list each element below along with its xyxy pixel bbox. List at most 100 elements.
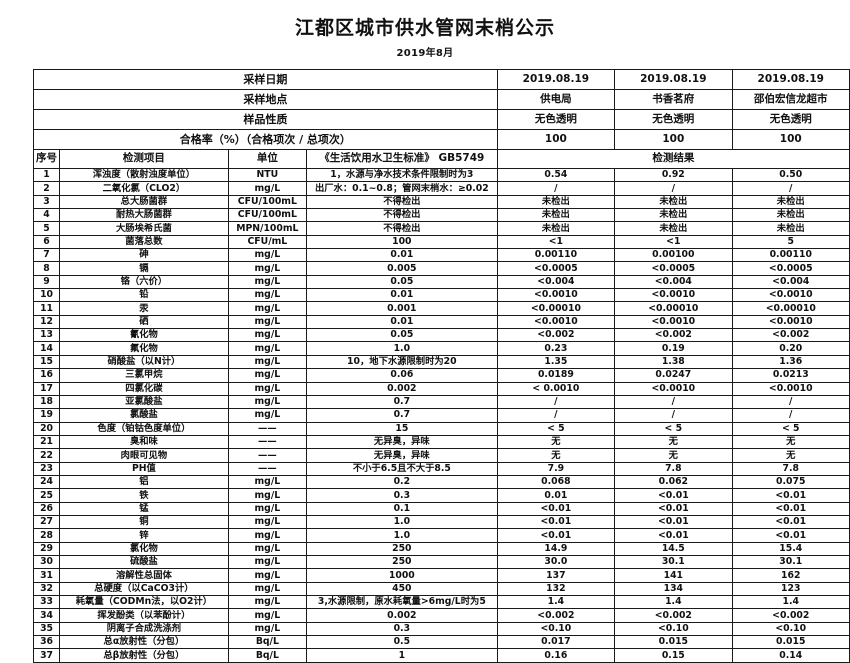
cell-result-3: <0.004 bbox=[731, 274, 850, 290]
column-header-results: 检测结果 bbox=[496, 149, 850, 169]
cell-result-3: 5 bbox=[731, 234, 850, 250]
table-row: 14 氟化物 mg/L 1.0 0.23 0.19 0.20 bbox=[32, 341, 850, 356]
table-row: 19 氯酸盐 mg/L 0.7// / bbox=[32, 408, 850, 423]
cell-result-3: / bbox=[731, 408, 850, 423]
cell-no: 8 bbox=[32, 261, 61, 276]
cell-result-2: / bbox=[614, 181, 733, 196]
cell-item: 铜 bbox=[59, 514, 229, 530]
cell-unit: —— bbox=[227, 421, 307, 436]
cell-result-1: <0.10 bbox=[496, 621, 616, 637]
cell-no: 7 bbox=[32, 248, 61, 263]
cell-item: 硒 bbox=[59, 314, 229, 330]
cell-no: 30 bbox=[32, 554, 61, 570]
cell-result-3: 162 bbox=[731, 568, 850, 583]
cell-unit: mg/L bbox=[227, 541, 307, 556]
meta-value: 2019.08.19 bbox=[731, 69, 850, 90]
cell-result-3: 无 bbox=[731, 448, 850, 463]
cell-no: 23 bbox=[32, 461, 61, 476]
cell-result-3: <0.01 bbox=[731, 501, 850, 516]
cell-item: 汞 bbox=[59, 301, 229, 316]
meta-value: 2019.08.19 bbox=[614, 69, 733, 90]
table-row: 24 铝 mg/L 0.2 0.068 0.062 0.075 bbox=[32, 474, 850, 490]
table-row: 6 菌落总数 CFU/mL 100 <1 <1 5 bbox=[32, 234, 850, 250]
cell-result-3: 0.0213 bbox=[731, 368, 850, 383]
page-subtitle: 2019年8月 bbox=[396, 48, 454, 59]
cell-unit: CFU/100mL bbox=[227, 208, 307, 223]
cell-item: 锰 bbox=[59, 501, 229, 516]
table-row: 16 三氯甲烷 mg/L 0.06 0.0189 0.0247 0.0213 bbox=[32, 368, 850, 383]
cell-item: 氰化物 bbox=[59, 328, 229, 343]
cell-result-2: <0.004 bbox=[614, 274, 733, 290]
cell-result-3: 0.075 bbox=[731, 474, 850, 490]
meta-value: 无色透明 bbox=[731, 109, 850, 130]
cell-item: 铅 bbox=[59, 288, 229, 303]
cell-standard: 0.2 bbox=[305, 474, 498, 490]
meta-value: 100 bbox=[496, 129, 616, 150]
cell-result-1: <0.01 bbox=[496, 514, 616, 530]
cell-unit: mg/L bbox=[227, 314, 307, 330]
cell-result-3: 1.4 bbox=[731, 594, 850, 610]
cell-standard: 1.0 bbox=[305, 341, 498, 356]
cell-no: 26 bbox=[32, 501, 61, 516]
cell-result-3: 未检出 bbox=[731, 194, 850, 210]
column-header-standard: 《生活饮用水卫生标准》 GB5749 bbox=[305, 149, 498, 169]
cell-unit: mg/L bbox=[227, 381, 307, 396]
cell-result-3: 15.4 bbox=[731, 541, 850, 556]
cell-no: 3 bbox=[32, 194, 61, 210]
cell-unit: mg/L bbox=[227, 394, 307, 410]
cell-no: 11 bbox=[32, 301, 61, 316]
cell-result-2: 1.38 bbox=[614, 354, 733, 370]
cell-unit: mg/L bbox=[227, 288, 307, 303]
table-row: 2 二氧化氯（CLO2） mg/L 出厂水：0.1~0.8；管网末梢水：≥0.02//… bbox=[32, 181, 850, 196]
cell-unit: mg/L bbox=[227, 328, 307, 343]
cell-result-1: 0.00110 bbox=[496, 248, 616, 263]
cell-result-2: / bbox=[614, 408, 733, 423]
cell-result-1: <0.0005 bbox=[496, 261, 616, 276]
table-row: 36 总α放射性（分包） Bq/L 0.5 0.017 0.015 0.015 bbox=[32, 635, 850, 650]
cell-standard: 不得检出 bbox=[305, 208, 498, 223]
cell-result-3: <0.01 bbox=[731, 514, 850, 530]
cell-result-2: 0.19 bbox=[614, 341, 733, 356]
cell-item: 溶解性总固体 bbox=[59, 568, 229, 583]
cell-unit: CFU/mL bbox=[227, 234, 307, 250]
cell-no: 15 bbox=[32, 354, 61, 370]
cell-item: 二氧化氯（CLO2） bbox=[59, 181, 229, 196]
table-row: 33 耗氧量（CODMn法，以O2计） mg/L 3,水源限制，原水耗氧量>6mg/L… bbox=[32, 594, 850, 610]
cell-result-3: <0.002 bbox=[731, 328, 850, 343]
table-row: 21 臭和味 —— 无异臭，异味无无无 bbox=[32, 434, 850, 450]
cell-result-1: 0.16 bbox=[496, 648, 616, 663]
cell-result-2: 1.4 bbox=[614, 594, 733, 610]
cell-no: 33 bbox=[32, 594, 61, 610]
cell-result-2: <0.00010 bbox=[614, 301, 733, 316]
cell-result-1: <0.00010 bbox=[496, 301, 616, 316]
cell-result-2: <0.002 bbox=[614, 328, 733, 343]
cell-item: 菌落总数 bbox=[59, 234, 229, 250]
cell-unit: NTU bbox=[227, 167, 307, 183]
meta-label: 样品性质 bbox=[33, 109, 498, 130]
meta-value: 100 bbox=[614, 129, 733, 150]
cell-result-1: 132 bbox=[496, 581, 616, 597]
cell-result-2: 0.062 bbox=[614, 474, 733, 490]
cell-result-3: 0.00110 bbox=[731, 248, 850, 263]
cell-item: 氟化物 bbox=[59, 341, 229, 356]
cell-no: 2 bbox=[32, 181, 61, 196]
cell-item: 氯酸盐 bbox=[59, 408, 229, 423]
table-row: 17 四氯化碳 mg/L 0.002 < 0.0010 <0.0010 <0.0010 bbox=[32, 381, 850, 396]
page-title: 江都区城市供水管网末梢公示 bbox=[294, 17, 555, 39]
cell-unit: Bq/L bbox=[227, 635, 307, 650]
cell-result-2: <0.0010 bbox=[614, 288, 733, 303]
table-row: 18 亚氯酸盐 mg/L 0.7// / bbox=[32, 394, 850, 410]
cell-standard: 0.01 bbox=[305, 248, 498, 263]
cell-no: 20 bbox=[32, 421, 61, 436]
cell-result-3: 123 bbox=[731, 581, 850, 597]
cell-result-2: <0.01 bbox=[614, 514, 733, 530]
cell-result-3: 未检出 bbox=[731, 208, 850, 223]
cell-standard: 出厂水：0.1~0.8；管网末梢水：≥0.02 bbox=[305, 181, 498, 196]
cell-result-3: <0.0010 bbox=[731, 288, 850, 303]
cell-unit: —— bbox=[227, 448, 307, 463]
cell-standard: 0.01 bbox=[305, 314, 498, 330]
table-row: 30 硫酸盐 mg/L 250 30.0 30.1 30.1 bbox=[32, 554, 850, 570]
cell-item: 砷 bbox=[59, 248, 229, 263]
cell-item: 耗氧量（CODMn法，以O2计） bbox=[59, 594, 229, 610]
cell-standard: 0.005 bbox=[305, 261, 498, 276]
